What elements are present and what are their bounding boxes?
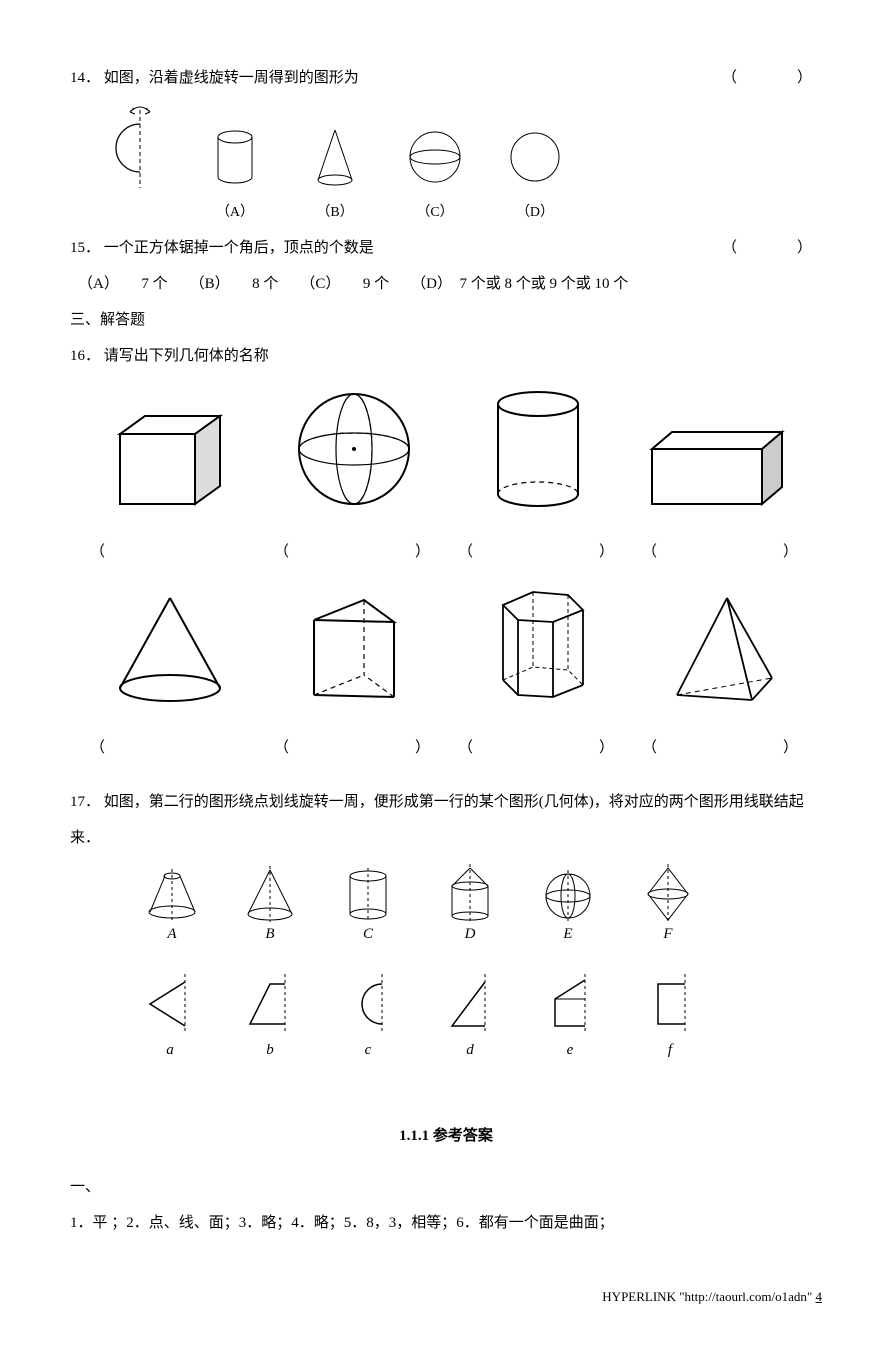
q15-opt-b: （B） 8 个 [190,266,279,302]
q15-options: （A） 7 个 （B） 8 个 （C） 9 个 （D） 7 个或 8 个或 9 … [78,266,822,302]
q17-bot-a: a [166,1042,174,1058]
pyramid-icon [657,590,787,710]
q15-number: 15． [70,240,100,256]
hex-prism-icon [473,580,603,710]
q16-blank-5: （ ） [90,730,250,766]
q17-top-a: A [166,926,177,942]
q14-text: 如图，沿着虚线旋转一周得到的图形为 [104,70,359,86]
cylinder-icon [478,384,598,514]
q16-blank-2: （ ） [274,534,434,570]
q17-top-d: D [464,926,476,942]
tri-prism-icon [294,590,414,710]
q14-opt-a-icon [200,122,270,192]
q17-number: 17． [70,794,100,810]
q17-bot-d: d [466,1042,474,1058]
page-footer: HYPERLINK "http://taourl.com/o1adn" 4 [70,1281,822,1312]
q14-opt-c-icon [400,122,470,192]
q14-opt-b-icon [300,122,370,192]
q14-label-d: （D） [500,196,570,230]
q16-blank-8: （ ） [642,730,802,766]
q17-text: 如图，第二行的图形绕点划线旋转一周，便形成第一行的某个图形(几何体)，将对应的两… [70,794,804,846]
q16-blank-7: （ ） [458,730,618,766]
q14-figures [100,102,822,192]
answers-line-1: 1．平 ；2．点、线、面；3．略；4．略；5．8，3，相等；6．都有一个面是曲面… [70,1205,822,1241]
q15-opt-a: （A） 7 个 [78,266,168,302]
q16-row-1 [90,384,802,528]
q17-figure: A B C D E F [130,864,822,1098]
q17-line: 17． 如图，第二行的图形绕点划线旋转一周，便形成第一行的某个图形(几何体)，将… [70,784,822,856]
q16-line: 16． 请写出下列几何体的名称 [70,338,822,374]
q16-blank-4: （ ） [642,534,802,570]
q14-number: 14． [70,70,100,86]
footer-suffix: " [807,1289,816,1304]
q16-blanks-2: （ ） （ ） （ ） （ ） [90,730,802,766]
q17-bot-f: f [668,1042,674,1058]
section-3-title: 三、解答题 [70,302,822,338]
answers-section: 一、 [70,1169,822,1205]
q15-paren: （ ） [722,230,822,266]
q16-blanks-1: （ ） （ ） （ ） （ ） [90,534,802,570]
q16-blank-3: （ ） [458,534,618,570]
q15-line: 15． 一个正方体锯掉一个角后，顶点的个数是 （ ） [70,230,822,266]
q16-number: 16． [70,348,100,364]
q17-top-e: E [562,926,572,942]
q16-blank-6: （ ） [274,730,434,766]
q14-line: 14． 如图，沿着虚线旋转一周得到的图形为 （ ） [70,60,822,96]
footer-prefix: HYPERLINK " [602,1289,684,1304]
q15-opt-c: （C） 9 个 [300,266,389,302]
q15-opt-d: （D） 7 个或 8 个或 9 个或 10 个 [411,266,628,302]
q16-text: 请写出下列几何体的名称 [104,348,269,364]
q16-row-2 [90,580,802,724]
q17-bot-e: e [567,1042,574,1058]
q14-label-c: （C） [400,196,470,230]
q17-top-f: F [662,926,673,942]
q14-labels: （A） （B） （C） （D） [100,196,822,230]
footer-url: http://taourl.com/o1adn [685,1289,807,1304]
q14-paren: （ ） [722,60,822,96]
q16-blank-1: （ ） [90,534,250,570]
cube-icon [105,404,235,514]
q14-opt-d-icon [500,122,570,192]
q14-label-b: （B） [300,196,370,230]
q17-top-b: B [265,926,274,942]
q17-bot-b: b [266,1042,274,1058]
q14-source-icon [100,102,170,192]
footer-page: 4 [816,1289,823,1304]
q17-top-c: C [363,926,374,942]
cuboid-icon [642,424,802,514]
q17-bot-c: c [365,1042,372,1058]
q14-label-a: （A） [200,196,270,230]
q15-text: 一个正方体锯掉一个角后，顶点的个数是 [104,240,374,256]
cone-icon [105,590,235,710]
sphere-icon [284,384,424,514]
answers-title: 1.1.1 参考答案 [70,1118,822,1154]
